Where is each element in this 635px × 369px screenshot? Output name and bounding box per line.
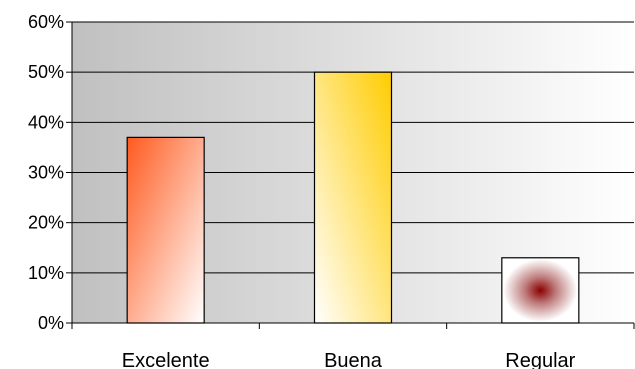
y-tick-label: 30% xyxy=(28,163,64,183)
x-tick-label: Regular xyxy=(505,350,575,369)
y-tick-label: 20% xyxy=(28,213,64,233)
y-tick-label: 10% xyxy=(28,263,64,283)
y-tick-label: 50% xyxy=(28,62,64,82)
y-tick-label: 60% xyxy=(28,12,64,32)
bar-buena xyxy=(313,71,393,324)
y-tick-label: 40% xyxy=(28,112,64,132)
bars xyxy=(126,71,580,324)
x-tick-label: Buena xyxy=(324,350,383,369)
bar-regular xyxy=(501,257,580,324)
x-tick-label: Excelente xyxy=(122,350,210,369)
y-tick-label: 0% xyxy=(38,313,64,333)
axis-labels: 0% 10% 20% 30% 40% 50% 60% Excelente Buena Regula… xyxy=(28,12,576,369)
axes xyxy=(66,21,635,329)
bar-excelente xyxy=(126,136,205,324)
